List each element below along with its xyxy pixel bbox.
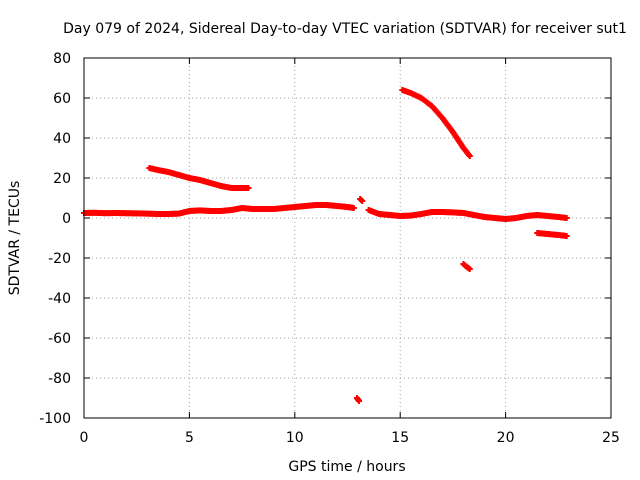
y-tick-label: -20 (48, 251, 71, 267)
x-axis-label: GPS time / hours (288, 459, 405, 475)
series-track-5 (460, 261, 473, 272)
y-tick-label: -40 (48, 291, 71, 307)
data-point (563, 233, 570, 239)
data-point (245, 185, 252, 191)
y-tick-label: 0 (62, 211, 71, 227)
y-tick-label: 20 (53, 171, 71, 187)
data-point (356, 398, 363, 404)
y-tick-label: -60 (48, 331, 71, 347)
series-track-3 (146, 165, 252, 191)
y-tick-label: 40 (53, 131, 71, 147)
series-track-7 (353, 395, 363, 404)
data-points (81, 87, 570, 404)
x-tick-label: 10 (286, 430, 304, 446)
x-tick-label: 25 (602, 430, 620, 446)
plot-frame (83, 57, 612, 419)
chart-title: Day 079 of 2024, Sidereal Day-to-day VTE… (63, 21, 627, 37)
data-point (466, 266, 473, 272)
data-point (563, 215, 570, 221)
series-track-1 (357, 196, 366, 204)
tick-labels: -100 -80 -60 -40 -20 0 20 40 60 80 0 5 10 15 20 25 (39, 51, 620, 446)
y-tick-label: -100 (39, 411, 71, 427)
x-tick-label: 5 (185, 430, 194, 446)
axis-ticks (83, 57, 612, 419)
data-point (466, 153, 473, 159)
series-track-6 (534, 230, 570, 239)
x-tick-label: 20 (497, 430, 515, 446)
series-track-4 (399, 87, 473, 159)
y-tick-label: 60 (53, 91, 71, 107)
y-tick-label: 80 (53, 51, 71, 67)
grid-lines (84, 58, 611, 418)
x-tick-label: 0 (80, 430, 89, 446)
series-track-2 (365, 207, 570, 222)
x-tick-label: 15 (391, 430, 409, 446)
y-tick-label: -80 (48, 371, 71, 387)
data-point (350, 205, 357, 211)
data-point (359, 198, 366, 204)
series-main-track (81, 202, 357, 217)
y-axis-label: SDTVAR / TECUs (7, 181, 23, 296)
